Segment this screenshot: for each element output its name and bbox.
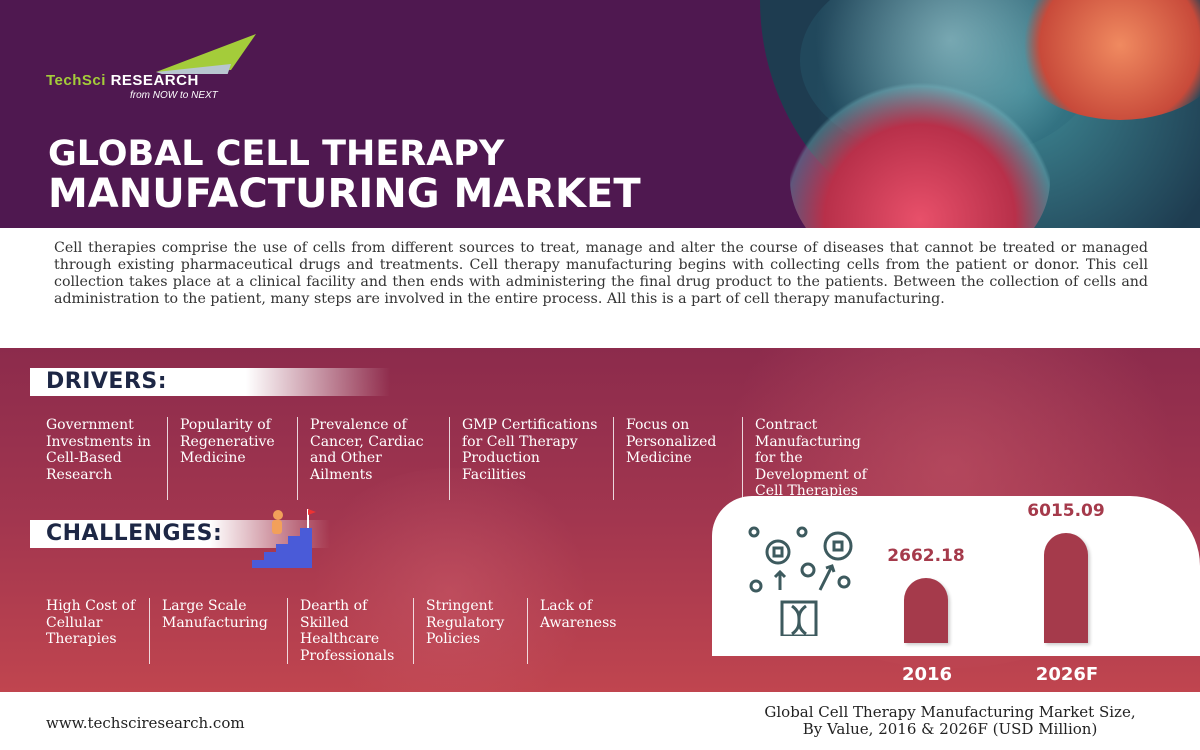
driver-item: Prevalence of Cancer, Cardiac and Other …	[297, 417, 449, 500]
value-label-2026F: 6015.09	[1027, 501, 1105, 521]
driver-item: Government Investments in Cell-Based Res…	[46, 417, 151, 483]
year-label-2016: 2016	[901, 664, 953, 685]
title-line-1: GLOBAL CELL THERAPY	[48, 134, 505, 174]
driver-item: GMP Certifications for Cell Therapy Prod…	[449, 417, 613, 500]
header-banner: TechSci Research from NOW to NEXT GLOBAL…	[0, 0, 1200, 228]
driver-item: Focus on Personalized Medicine	[613, 417, 742, 500]
challenge-item: Dearth of Skilled Healthcare Professiona…	[287, 598, 413, 664]
challenge-item: Lack of Awareness	[527, 598, 637, 664]
logo-arrow-icon	[156, 34, 256, 74]
brand-name-1: TechSci	[46, 72, 106, 89]
page-title: GLOBAL CELL THERAPY MANUFACTURING MARKET	[48, 134, 641, 214]
challenge-item: Stringent Regulatory Policies	[413, 598, 527, 664]
market-size-chart	[712, 496, 1200, 656]
brand-name-2: Research	[110, 72, 199, 89]
website-url[interactable]: www.techsciresearch.com	[46, 714, 245, 732]
brand-tagline: from NOW to NEXT	[130, 90, 218, 101]
bar-2026F	[1044, 533, 1088, 643]
driver-item: Popularity of Regenerative Medicine	[167, 417, 297, 500]
intro-text: Cell therapies comprise the use of cells…	[54, 240, 1148, 307]
challenge-item: High Cost of Cellular Therapies	[46, 598, 136, 647]
chart-caption: Global Cell Therapy Manufacturing Market…	[700, 704, 1200, 738]
year-label-2026f: 2026F	[1035, 664, 1099, 685]
challenges-list: High Cost of Cellular Therapies Large Sc…	[46, 598, 637, 664]
cell-image	[760, 0, 1200, 228]
drivers-list: Government Investments in Cell-Based Res…	[46, 417, 892, 500]
cell-dna-icon	[748, 526, 853, 636]
value-label-2016: 2662.18	[887, 545, 965, 566]
challenge-item: Large Scale Manufacturing	[149, 598, 287, 664]
caption-line-2: By Value, 2016 & 2026F (USD Million)	[802, 720, 1098, 738]
driver-item: Contract Manufacturing for the Developme…	[742, 417, 892, 500]
drivers-heading: DRIVERS:	[30, 368, 390, 396]
bar-2016	[904, 577, 948, 643]
title-line-2: MANUFACTURING MARKET	[48, 171, 641, 217]
stairs-climber-icon	[252, 509, 316, 568]
caption-line-1: Global Cell Therapy Manufacturing Market…	[764, 703, 1136, 721]
